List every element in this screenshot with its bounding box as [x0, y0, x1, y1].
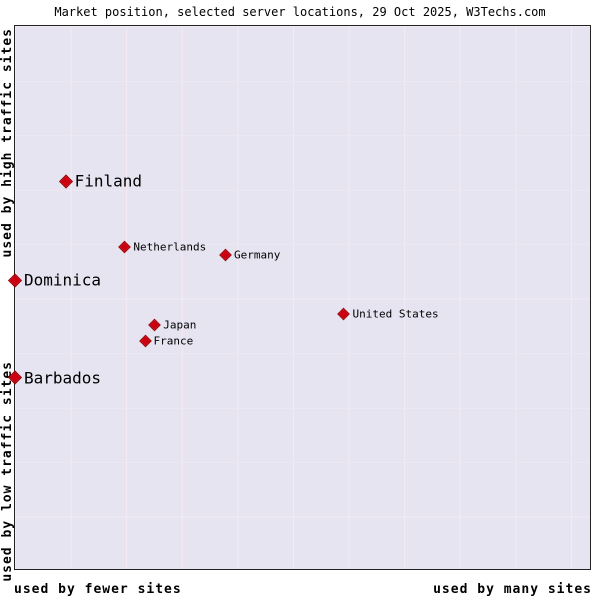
diamond-marker-icon: [118, 240, 132, 254]
data-point-barbados: Barbados: [7, 368, 102, 388]
x-axis-label-many-sites: used by many sites: [433, 582, 592, 597]
data-point-label: Finland: [74, 171, 143, 191]
data-point-finland: Finland: [58, 171, 143, 191]
data-point-label: Netherlands: [133, 240, 207, 254]
data-point-japan: Japan: [148, 318, 197, 332]
data-point-germany: Germany: [219, 248, 281, 262]
chart-title: Market position, selected server locatio…: [54, 5, 546, 19]
diamond-marker-icon: [58, 174, 73, 189]
data-point-label: Germany: [234, 248, 281, 262]
x-axis-label-fewer-sites: used by fewer sites: [14, 582, 182, 597]
plot-area: Finland Netherlands Germany Dominica United …: [7, 25, 591, 570]
diamond-marker-icon: [219, 248, 232, 262]
data-point-label: France: [153, 334, 194, 348]
diamond-marker-icon: [138, 334, 152, 348]
diamond-marker-icon: [148, 318, 162, 332]
data-point-france: France: [138, 334, 194, 348]
data-point-label: Barbados: [24, 368, 102, 388]
data-point-netherlands: Netherlands: [118, 240, 207, 254]
data-point-label: United States: [352, 307, 439, 321]
data-point-label: Japan: [163, 318, 197, 332]
diamond-marker-icon: [7, 370, 23, 385]
data-point-united-states: United States: [337, 307, 439, 321]
diamond-marker-icon: [7, 273, 23, 288]
data-point-dominica: Dominica: [7, 270, 102, 290]
data-point-label: Dominica: [24, 270, 102, 290]
y-axis-label-high-traffic: used by high traffic sites: [0, 28, 15, 258]
y-axis-label-low-traffic: used by low traffic sites: [0, 361, 15, 582]
diamond-marker-icon: [337, 307, 351, 321]
